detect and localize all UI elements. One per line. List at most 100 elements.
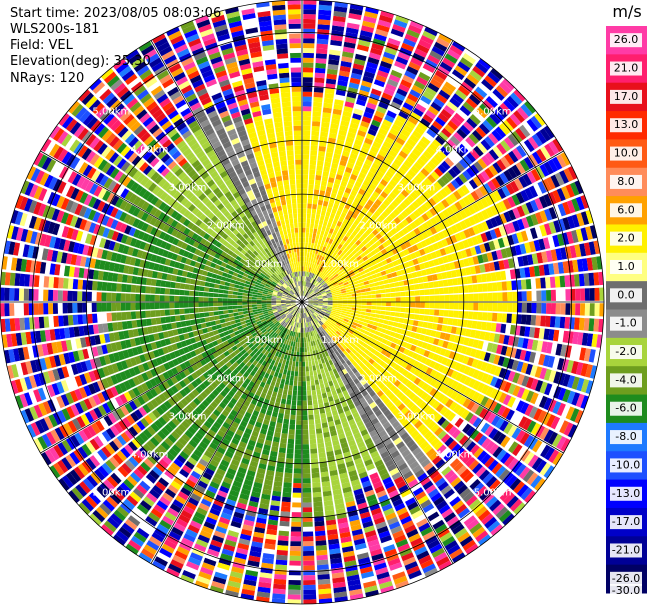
velocity-gate bbox=[395, 56, 409, 66]
velocity-gate bbox=[291, 331, 294, 337]
velocity-gate bbox=[431, 274, 438, 281]
velocity-gate bbox=[285, 359, 290, 366]
velocity-gate bbox=[520, 449, 531, 462]
velocity-gate bbox=[360, 379, 367, 386]
velocity-gate bbox=[360, 167, 369, 175]
velocity-gate bbox=[405, 296, 411, 302]
velocity-gate bbox=[376, 326, 382, 332]
velocity-gate bbox=[345, 289, 351, 293]
velocity-gate bbox=[284, 413, 290, 420]
velocity-gate bbox=[311, 279, 315, 284]
velocity-gate bbox=[346, 294, 352, 298]
velocity-gate bbox=[476, 485, 488, 498]
velocity-gate bbox=[404, 33, 418, 43]
velocity-gate bbox=[230, 520, 242, 529]
velocity-gate bbox=[449, 294, 455, 302]
velocity-gate bbox=[302, 271, 304, 277]
velocity-gate bbox=[302, 198, 307, 204]
velocity-gate bbox=[328, 132, 337, 139]
velocity-gate bbox=[469, 444, 480, 455]
velocity-gate bbox=[287, 330, 291, 336]
velocity-gate bbox=[511, 130, 523, 144]
velocity-gate bbox=[302, 130, 311, 136]
velocity-gate bbox=[330, 562, 343, 569]
velocity-gate bbox=[308, 237, 312, 243]
velocity-gate bbox=[349, 240, 355, 247]
velocity-gate bbox=[435, 403, 445, 413]
velocity-gate bbox=[302, 463, 310, 469]
velocity-gate bbox=[519, 159, 530, 172]
velocity-gate bbox=[380, 145, 390, 154]
velocity-gate bbox=[268, 385, 275, 392]
velocity-gate bbox=[325, 406, 331, 413]
velocity-gate bbox=[341, 56, 353, 63]
velocity-gate bbox=[577, 332, 584, 346]
velocity-gate bbox=[535, 459, 547, 474]
velocity-gate bbox=[347, 579, 361, 587]
velocity-gate bbox=[340, 375, 347, 382]
velocity-gate bbox=[505, 409, 515, 421]
velocity-gate bbox=[548, 449, 560, 463]
velocity-gate bbox=[439, 264, 446, 272]
velocity-gate bbox=[236, 502, 247, 510]
velocity-gate bbox=[358, 320, 364, 325]
velocity-gate bbox=[419, 401, 428, 410]
velocity-gate bbox=[354, 493, 365, 501]
velocity-gate bbox=[332, 108, 342, 116]
velocity-gate bbox=[450, 360, 458, 370]
velocity-gate bbox=[268, 374, 274, 381]
velocity-gate bbox=[417, 321, 424, 327]
velocity-gate bbox=[343, 281, 349, 286]
velocity-gate bbox=[317, 398, 324, 405]
velocity-gate bbox=[417, 233, 425, 242]
velocity-gate bbox=[390, 220, 398, 228]
velocity-gate bbox=[312, 233, 317, 239]
velocity-gate bbox=[336, 387, 342, 394]
velocity-gate bbox=[305, 286, 307, 292]
velocity-gate bbox=[449, 302, 455, 310]
velocity-gate bbox=[330, 234, 336, 240]
velocity-gate bbox=[353, 400, 361, 407]
velocity-gate bbox=[490, 272, 497, 282]
velocity-gate bbox=[542, 354, 551, 367]
velocity-gate bbox=[310, 150, 318, 156]
velocity-gate bbox=[306, 312, 310, 317]
velocity-gate bbox=[326, 281, 332, 286]
velocity-gate bbox=[370, 270, 376, 275]
velocity-gate bbox=[332, 296, 338, 299]
velocity-gate bbox=[313, 300, 319, 302]
velocity-gate bbox=[392, 408, 400, 416]
velocity-gate bbox=[353, 538, 366, 546]
velocity-gate bbox=[392, 498, 404, 507]
velocity-gate bbox=[304, 291, 306, 296]
velocity-gate bbox=[331, 435, 339, 442]
velocity-gate bbox=[342, 176, 349, 183]
velocity-gate bbox=[515, 430, 526, 442]
velocity-gate bbox=[543, 465, 555, 479]
velocity-gate bbox=[313, 304, 318, 307]
velocity-gate bbox=[321, 476, 330, 483]
velocity-gate bbox=[437, 112, 449, 123]
velocity-gate bbox=[309, 321, 313, 327]
velocity-gate bbox=[354, 352, 361, 358]
velocity-gate bbox=[541, 251, 548, 263]
velocity-gate bbox=[531, 133, 543, 147]
velocity-gate bbox=[274, 476, 283, 483]
velocity-gate bbox=[342, 235, 349, 242]
velocity-gate bbox=[395, 580, 409, 589]
velocity-gate bbox=[479, 103, 492, 115]
velocity-gate bbox=[324, 321, 330, 326]
velocity-gate bbox=[432, 74, 445, 85]
velocity-gate bbox=[396, 245, 403, 253]
velocity-gate bbox=[403, 248, 410, 256]
velocity-gate bbox=[583, 348, 591, 362]
velocity-gate bbox=[450, 270, 457, 278]
velocity-gate bbox=[295, 337, 299, 343]
velocity-gate bbox=[552, 401, 562, 415]
velocity-gate bbox=[291, 326, 294, 332]
velocity-gate bbox=[543, 368, 552, 381]
velocity-gate bbox=[394, 265, 401, 272]
velocity-gate bbox=[520, 314, 527, 325]
velocity-gate bbox=[342, 486, 352, 494]
velocity-gate bbox=[462, 53, 476, 65]
